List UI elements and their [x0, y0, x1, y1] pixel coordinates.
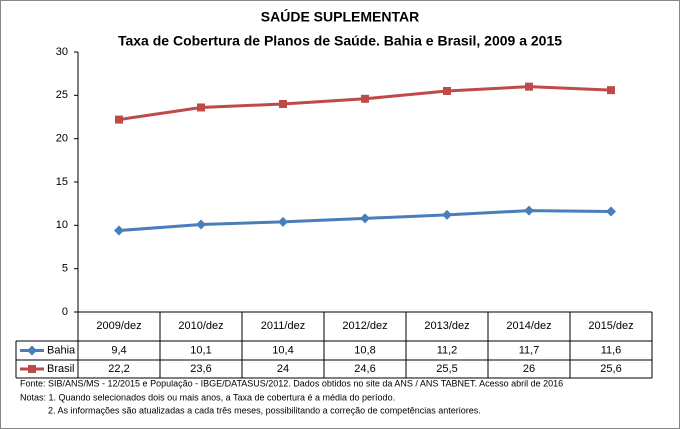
x-tick-label: 2013/dez	[424, 320, 469, 332]
x-tick-label: 2014/dez	[506, 320, 551, 332]
table-cell: 10,4	[272, 344, 293, 356]
table-cell: 11,7	[519, 344, 540, 356]
marker	[114, 225, 124, 236]
marker	[525, 82, 533, 91]
x-tick-label: 2015/dez	[588, 320, 633, 332]
table-cell: 11,6	[601, 344, 622, 356]
marker	[197, 103, 205, 112]
table-cell: 24	[277, 363, 289, 375]
y-tick-label: 25	[56, 89, 68, 101]
marker	[28, 365, 36, 373]
table-cell: 26	[523, 363, 535, 375]
y-tick-label: 10	[56, 219, 68, 231]
table-cell: 10,1	[190, 344, 211, 356]
table-cell: 9,4	[111, 344, 126, 356]
table-cell: 10,8	[354, 344, 375, 356]
marker	[442, 209, 452, 220]
marker	[27, 345, 37, 356]
source: Fonte: SIB/ANS/MS - 12/2015 e População …	[20, 378, 563, 388]
marker	[360, 213, 370, 224]
y-tick-label: 15	[56, 176, 68, 188]
y-tick-label: 30	[56, 46, 68, 58]
marker	[607, 86, 615, 95]
marker	[115, 115, 123, 124]
marker	[196, 219, 206, 230]
table-cell: 23,6	[190, 363, 211, 375]
marker	[278, 216, 288, 227]
marker	[361, 94, 369, 103]
table-cell: 11,2	[437, 344, 458, 356]
table-cell: 25,6	[600, 363, 621, 375]
marker	[524, 205, 534, 216]
marker	[606, 206, 616, 217]
x-tick-label: 2009/dez	[96, 320, 141, 332]
note: Notas: 1. Quando selecionados dois ou ma…	[20, 392, 395, 402]
table-cell: 22,2	[108, 363, 129, 375]
legend-label: Bahia	[47, 344, 76, 356]
marker	[279, 100, 287, 108]
note: 2. As informações são atualizadas a cada…	[48, 405, 481, 415]
legend-label: Brasil	[47, 363, 75, 375]
chart-title: SAÚDE SUPLEMENTAR	[261, 8, 419, 25]
y-tick-label: 20	[56, 133, 68, 145]
table-cell: 24,6	[354, 363, 375, 375]
marker	[443, 87, 451, 95]
y-tick-label: 0	[62, 306, 68, 318]
x-tick-label: 2011/dez	[261, 320, 305, 332]
y-tick-label: 5	[62, 263, 68, 275]
x-tick-label: 2012/dez	[342, 320, 387, 332]
x-tick-label: 2010/dez	[178, 320, 223, 332]
chart-subtitle: Taxa de Cobertura de Planos de Saúde. Ba…	[118, 33, 562, 49]
table-cell: 25,5	[436, 363, 457, 375]
